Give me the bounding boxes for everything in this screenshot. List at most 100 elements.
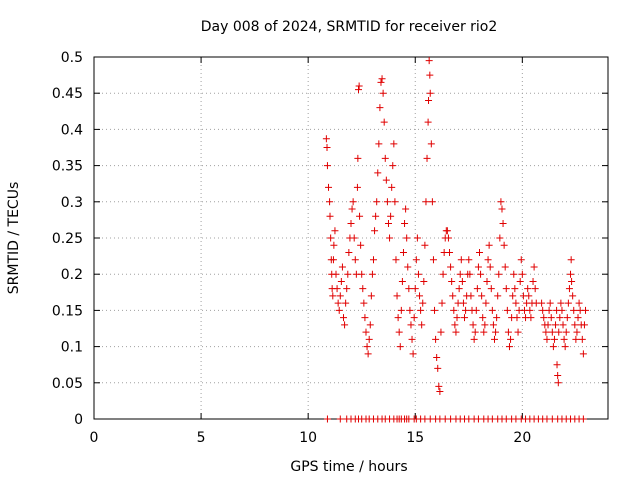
- data-point: [337, 277, 345, 285]
- data-point: [504, 328, 512, 336]
- data-point: [425, 96, 433, 104]
- data-point: [341, 321, 349, 329]
- data-point: [422, 198, 430, 206]
- data-point: [349, 198, 357, 206]
- data-point: [447, 263, 455, 271]
- data-point: [474, 263, 482, 271]
- data-point: [482, 299, 490, 307]
- axis-ticks: [93, 56, 608, 420]
- data-point: [376, 104, 384, 112]
- data-point: [330, 241, 338, 249]
- data-point: [391, 198, 399, 206]
- data-point: [493, 314, 501, 322]
- data-point: [335, 306, 343, 314]
- data-point: [478, 292, 486, 300]
- data-point: [455, 285, 463, 293]
- data-point: [458, 277, 466, 285]
- data-point: [397, 306, 405, 314]
- data-point: [390, 140, 398, 148]
- data-point: [359, 285, 367, 293]
- data-point: [511, 285, 519, 293]
- data-point: [360, 299, 368, 307]
- data-point: [502, 285, 510, 293]
- data-point: [557, 299, 565, 307]
- data-point: [374, 169, 382, 177]
- data-point: [531, 285, 539, 293]
- data-point: [408, 335, 416, 343]
- data-point: [368, 270, 376, 278]
- data-points: [322, 57, 590, 423]
- data-point: [338, 263, 346, 271]
- data-point: [540, 314, 548, 322]
- data-point: [421, 241, 429, 249]
- data-point: [501, 263, 509, 271]
- data-point: [461, 314, 469, 322]
- data-point: [398, 277, 406, 285]
- data-point: [420, 277, 428, 285]
- data-point: [351, 256, 359, 264]
- data-point: [412, 256, 420, 264]
- data-point: [394, 314, 402, 322]
- y-tick-label: 0.1: [61, 340, 83, 356]
- chart-title: Day 008 of 2024, SRMTID for receiver rio…: [201, 19, 498, 35]
- data-point: [465, 256, 473, 264]
- data-point: [492, 328, 500, 336]
- data-point: [342, 299, 350, 307]
- data-point: [345, 248, 353, 256]
- data-point: [444, 234, 452, 242]
- data-point: [446, 248, 454, 256]
- data-point: [571, 321, 579, 329]
- y-tick-labels: 0 0.05 0.1 0.15 0.2 0.25 0.3 0.35 0.4 0.45 0.5: [52, 50, 83, 428]
- y-tick-label: 0.4: [61, 122, 83, 138]
- data-point: [548, 328, 556, 336]
- data-point: [480, 328, 488, 336]
- data-point: [426, 71, 434, 79]
- data-point: [329, 256, 337, 264]
- data-point: [379, 89, 387, 97]
- data-point: [499, 220, 507, 228]
- y-tick-label: 0: [74, 412, 83, 428]
- data-point: [418, 321, 426, 329]
- data-point: [372, 212, 380, 220]
- data-point: [354, 86, 362, 94]
- data-point: [559, 321, 567, 329]
- data-point: [358, 270, 366, 278]
- data-point: [325, 183, 333, 191]
- data-point: [336, 292, 344, 300]
- data-point: [380, 118, 388, 126]
- data-point: [449, 292, 457, 300]
- data-point: [570, 306, 578, 314]
- data-point: [573, 328, 581, 336]
- data-point: [524, 285, 532, 293]
- data-point: [490, 335, 498, 343]
- data-point: [448, 277, 456, 285]
- data-point: [569, 292, 577, 300]
- data-point: [517, 256, 525, 264]
- data-point: [529, 277, 537, 285]
- data-point: [574, 314, 582, 322]
- data-point: [406, 306, 414, 314]
- x-tick-label: 10: [299, 430, 317, 446]
- data-point: [414, 270, 422, 278]
- data-point: [423, 154, 431, 162]
- data-point: [367, 292, 375, 300]
- data-point: [554, 379, 562, 387]
- data-point: [505, 343, 513, 351]
- data-point: [366, 321, 374, 329]
- data-point: [546, 299, 554, 307]
- data-point: [323, 162, 331, 170]
- data-point: [393, 292, 401, 300]
- data-point: [437, 328, 445, 336]
- data-point: [399, 248, 407, 256]
- data-point: [436, 387, 444, 395]
- data-point: [560, 335, 568, 343]
- y-tick-label: 0.15: [52, 303, 83, 319]
- data-point: [435, 382, 443, 390]
- data-point: [518, 270, 526, 278]
- data-point: [433, 353, 441, 361]
- data-point: [387, 212, 395, 220]
- data-point: [413, 234, 421, 242]
- data-point: [526, 306, 534, 314]
- data-point: [383, 198, 391, 206]
- x-tick-label: 15: [406, 430, 424, 446]
